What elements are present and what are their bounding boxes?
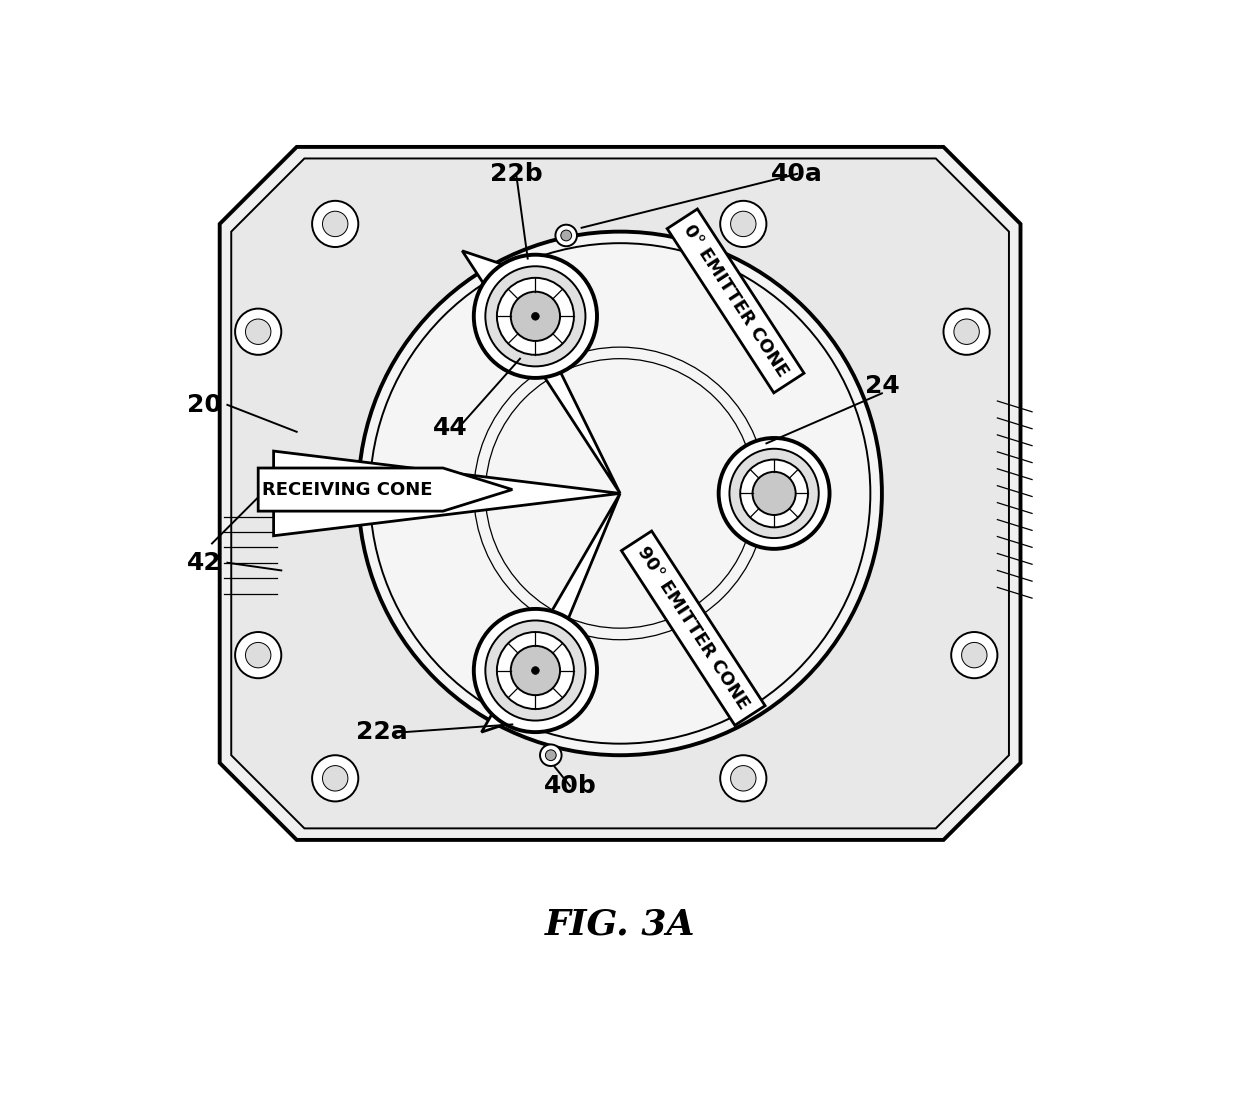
- Circle shape: [485, 266, 585, 366]
- Circle shape: [730, 766, 756, 791]
- Circle shape: [485, 620, 585, 720]
- Circle shape: [246, 642, 270, 667]
- Text: 22a: 22a: [356, 720, 407, 744]
- Text: 0° EMITTER CONE: 0° EMITTER CONE: [680, 221, 791, 380]
- Circle shape: [541, 744, 562, 766]
- Polygon shape: [231, 159, 1009, 829]
- Circle shape: [322, 766, 348, 791]
- Text: 44: 44: [433, 416, 467, 439]
- Circle shape: [236, 632, 281, 678]
- Circle shape: [312, 201, 358, 247]
- Circle shape: [236, 309, 281, 355]
- Circle shape: [944, 309, 990, 355]
- Polygon shape: [258, 468, 512, 511]
- Circle shape: [474, 254, 596, 378]
- Circle shape: [719, 438, 830, 549]
- Circle shape: [546, 750, 557, 761]
- Circle shape: [730, 212, 756, 237]
- Circle shape: [753, 472, 796, 515]
- Text: 40b: 40b: [543, 774, 596, 798]
- Text: 24: 24: [864, 374, 899, 398]
- Circle shape: [729, 448, 818, 538]
- Circle shape: [497, 277, 574, 355]
- Polygon shape: [463, 251, 620, 493]
- Circle shape: [246, 319, 270, 344]
- Text: 42: 42: [187, 550, 222, 574]
- Circle shape: [560, 230, 572, 241]
- Circle shape: [312, 755, 358, 801]
- Circle shape: [497, 632, 574, 709]
- Text: FIG. 3A: FIG. 3A: [544, 907, 696, 941]
- Text: 22b: 22b: [490, 162, 542, 186]
- Circle shape: [556, 225, 577, 247]
- Circle shape: [511, 646, 560, 695]
- Polygon shape: [219, 147, 1021, 840]
- Text: RECEIVING CONE: RECEIVING CONE: [262, 480, 432, 499]
- Circle shape: [358, 231, 882, 755]
- Circle shape: [511, 292, 560, 341]
- Circle shape: [720, 201, 766, 247]
- Text: 90° EMITTER CONE: 90° EMITTER CONE: [634, 544, 753, 712]
- Circle shape: [961, 642, 987, 667]
- Polygon shape: [481, 493, 620, 732]
- Circle shape: [951, 632, 997, 678]
- Circle shape: [532, 312, 539, 320]
- Circle shape: [532, 666, 539, 674]
- Circle shape: [474, 609, 596, 732]
- Polygon shape: [274, 452, 620, 536]
- Text: 20: 20: [187, 392, 222, 416]
- Text: 40a: 40a: [771, 162, 823, 186]
- Circle shape: [954, 319, 980, 344]
- Circle shape: [720, 755, 766, 801]
- Circle shape: [740, 459, 808, 527]
- Circle shape: [322, 212, 348, 237]
